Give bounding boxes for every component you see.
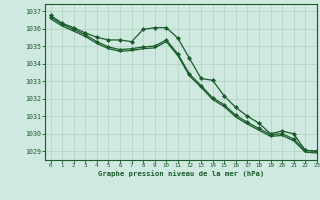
X-axis label: Graphe pression niveau de la mer (hPa): Graphe pression niveau de la mer (hPa)	[98, 170, 264, 177]
